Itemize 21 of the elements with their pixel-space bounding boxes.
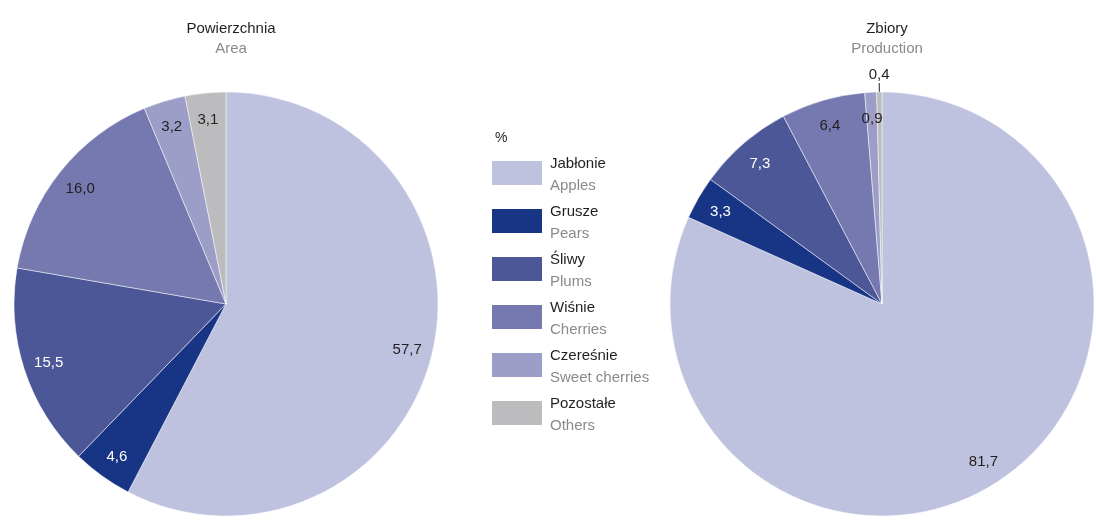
data-label: 7,3 — [749, 154, 771, 172]
legend-title: % — [495, 128, 508, 145]
legend-label: Jabłonie Apples — [550, 153, 606, 193]
data-label: 3,2 — [161, 117, 183, 134]
data-label: 0,4 — [868, 64, 890, 82]
legend-label: Pozostałe Others — [550, 393, 616, 433]
legend-label: Śliwy Plums — [550, 249, 592, 289]
data-label: 16,0 — [65, 179, 95, 197]
legend-label: Czereśnie Sweet cherries — [550, 345, 650, 385]
data-label: 3,3 — [710, 202, 731, 220]
data-label: 6,4 — [819, 116, 841, 134]
legend-label: Grusze Pears — [550, 201, 599, 241]
data-label: 3,1 — [197, 109, 219, 127]
data-label: 81,7 — [968, 452, 999, 470]
data-label: 0,9 — [861, 109, 883, 127]
slice-label: Powierzchnia Area — [186, 18, 277, 56]
data-label: 4,6 — [106, 446, 128, 464]
data-label: 15,5 — [34, 353, 64, 371]
legend-label: Wiśnie Cherries — [550, 297, 607, 337]
slice-label: Zbiory Production — [851, 18, 923, 56]
data-label: 57,7 — [392, 339, 422, 357]
